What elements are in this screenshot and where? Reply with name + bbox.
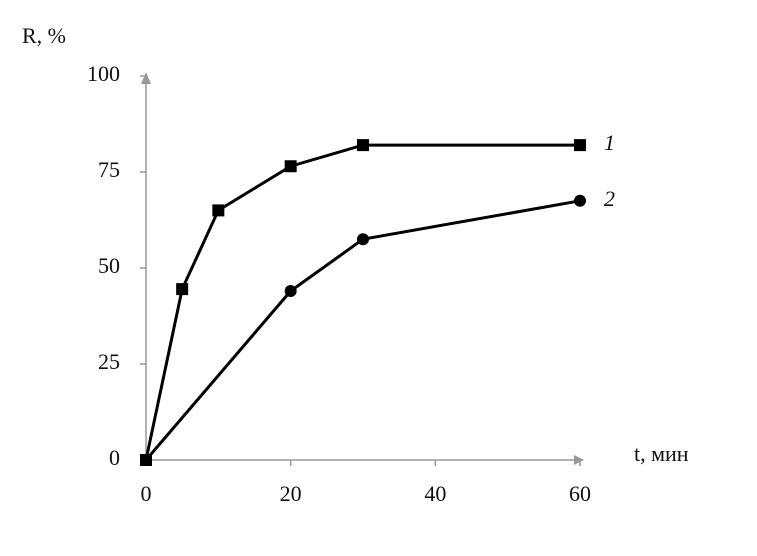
x-tick-label: 0 bbox=[141, 481, 152, 506]
marker bbox=[357, 233, 369, 246]
x-tick-label: 60 bbox=[569, 481, 591, 506]
y-axis-label: R, % bbox=[22, 23, 66, 48]
marker bbox=[574, 194, 586, 207]
series-line bbox=[144, 143, 580, 461]
series-label: 2 bbox=[604, 186, 615, 211]
x-tick-label: 40 bbox=[424, 481, 446, 506]
marker bbox=[176, 283, 189, 296]
y-axis-arrow bbox=[141, 72, 151, 84]
x-axis-arrow bbox=[574, 455, 584, 465]
series-label: 1 bbox=[604, 130, 615, 155]
y-tick-label: 25 bbox=[98, 349, 120, 374]
y-tick-label: 75 bbox=[98, 157, 120, 182]
x-tick-label: 20 bbox=[280, 481, 302, 506]
series-line bbox=[144, 199, 581, 461]
y-tick-label: 100 bbox=[87, 61, 120, 86]
marker bbox=[212, 204, 225, 217]
marker bbox=[284, 285, 297, 298]
marker bbox=[140, 454, 152, 466]
y-tick-label: 50 bbox=[98, 253, 120, 278]
marker bbox=[284, 160, 297, 173]
y-tick-label: 0 bbox=[109, 445, 120, 470]
x-axis-label: t, мин bbox=[634, 441, 689, 466]
marker bbox=[574, 139, 586, 152]
marker bbox=[357, 139, 369, 152]
